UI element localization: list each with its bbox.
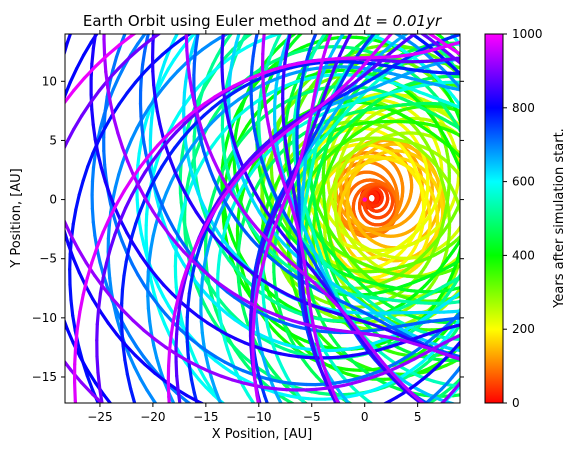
chart-title: Earth Orbit using Euler method and Δt = … bbox=[83, 12, 442, 30]
chart-title-text: Earth Orbit using Euler method and bbox=[83, 12, 355, 30]
chart-title-math: Δt = 0.01yr bbox=[353, 12, 442, 30]
